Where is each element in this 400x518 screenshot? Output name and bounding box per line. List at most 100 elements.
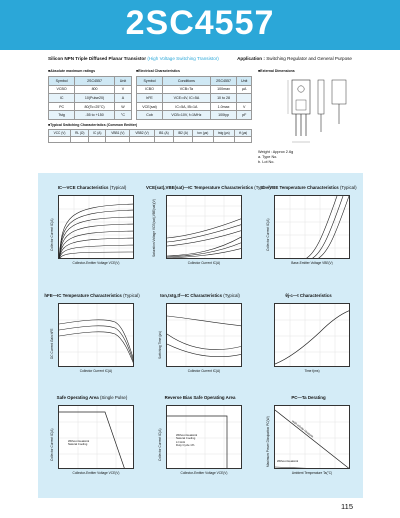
table-cell bbox=[105, 135, 131, 143]
switching-table: VCC (V) RL (Ω) IC (A) VBB1 (V) VBB2 (V) … bbox=[47, 129, 252, 143]
chart-title-main: VCE(sat),VBE(sat)—IC Temperature Charact… bbox=[146, 185, 254, 190]
chart-title: ton,tstg,tf—IC Characteristics (Typical) bbox=[146, 293, 254, 298]
chart-title-typical: (Typical) bbox=[123, 293, 140, 298]
page-number: 115 bbox=[341, 502, 353, 511]
chart-title-main: θj-c—t Characteristics bbox=[285, 293, 332, 298]
safe-operating-area-chart: Safe Operating Area (Single Pulse) Colle… bbox=[38, 389, 146, 498]
ic-vce-curves bbox=[59, 196, 133, 258]
table-cell: VCE(sat) bbox=[135, 101, 164, 112]
chart-title: hFE—IC Temperature Characteristics (Typi… bbox=[38, 293, 146, 298]
theta-jc-chart: θj-c—t Characteristics Time t(ms) bbox=[254, 281, 363, 389]
soa-note: Without Heatsink Natural Cooling bbox=[68, 439, 90, 447]
table-cell: VCBO bbox=[47, 84, 76, 95]
rbsoa-note: Without Heatsink Natural Cooling L=1mH D… bbox=[176, 433, 198, 448]
chart-title-typical: (Typical) bbox=[254, 185, 271, 190]
table-header: 2SC4557 bbox=[209, 76, 238, 86]
hfe-ic-curves bbox=[59, 304, 133, 366]
table-cell bbox=[236, 93, 252, 103]
table-cell bbox=[88, 135, 107, 143]
table-cell: 100typ bbox=[209, 110, 238, 120]
table-cell: 800 bbox=[74, 84, 115, 95]
note-line: Without Heatsink bbox=[176, 433, 198, 437]
ic-vbe-chart: IC—VBE Temperature Characteristics (Typi… bbox=[254, 173, 363, 281]
description-note: (High Voltage Switching Transistor) bbox=[147, 56, 219, 61]
chart-title-main: IC—VCE Characteristics bbox=[57, 185, 109, 190]
chart-title: PC—Ta Derating bbox=[254, 395, 363, 400]
application-line: Application : Switching Regulator and Ge… bbox=[237, 56, 352, 61]
table-cell bbox=[153, 135, 174, 143]
table-cell bbox=[192, 135, 214, 143]
table-row bbox=[47, 135, 252, 143]
switching-title: Typical Switching Characteristics (Commo… bbox=[48, 123, 137, 127]
table-row: IC 10(Pulse20) A bbox=[47, 93, 133, 103]
table-cell bbox=[234, 135, 252, 143]
chart-title-main: PC—Ta Derating bbox=[291, 395, 326, 400]
table-cell: V bbox=[113, 84, 133, 95]
table-cell: 100max bbox=[209, 84, 238, 95]
y-axis-label: DC Current Gain hFE bbox=[50, 328, 54, 359]
table-row: VCE(sat) IC=5A, IB=1A 1.0max V bbox=[135, 101, 252, 112]
table-cell bbox=[212, 135, 236, 143]
chart-title-main: Safe Operating Area bbox=[56, 395, 99, 400]
switching-time-curves bbox=[167, 304, 241, 366]
table-cell: -55 to +150 bbox=[74, 110, 115, 120]
electrical-title: Electrical Characteristics bbox=[136, 69, 180, 73]
table-header: Conditions bbox=[162, 76, 211, 86]
chart-title: IC—VCE Characteristics (Typical) bbox=[38, 185, 146, 190]
table-cell: IC=5A, IB=1A bbox=[162, 101, 211, 112]
table-cell: °C bbox=[113, 110, 133, 120]
table-cell bbox=[70, 135, 90, 143]
table-cell: V bbox=[236, 101, 252, 112]
weight-notes: Weight : Approx 2.6g a. Type No. b. Lot … bbox=[258, 150, 293, 166]
x-axis-label: Collector-Emitter Voltage VCE(V) bbox=[72, 261, 120, 265]
note-line: L=1mH bbox=[176, 439, 186, 444]
table-header: Unit bbox=[113, 76, 133, 86]
table-cell: 1.0max bbox=[209, 101, 238, 112]
table-row: hFE VCE=4V, IC=5A 10 to 28 bbox=[135, 93, 252, 103]
abs-max-table: Symbol 2SC4557 Unit VCBO 800 V IC 10(Pulse20)… bbox=[47, 76, 133, 120]
y-axis-label: Collector Current IC(A) bbox=[158, 428, 162, 461]
table-cell: 10(Pulse20) bbox=[74, 93, 115, 103]
table-cell: VCE=4V, IC=5A bbox=[162, 93, 211, 103]
y-axis-label: Saturation Voltage VCE(sat),VBE(sat)(V) bbox=[152, 199, 156, 257]
x-axis-label: Collector Current IC(A) bbox=[187, 369, 221, 373]
note-line: Without Heatsink bbox=[68, 439, 90, 443]
table-cell bbox=[172, 135, 194, 143]
characteristics-panel: IC—VCE Characteristics (Typical) Collect… bbox=[38, 173, 363, 498]
y-axis-label: Maximum Power Dissipation PC(W) bbox=[266, 416, 270, 467]
table-header: 2SC4557 bbox=[74, 76, 115, 86]
note-line: Natural Cooling bbox=[68, 442, 88, 447]
table-cell: IC bbox=[47, 93, 76, 103]
table-cell: Tstg bbox=[47, 110, 76, 120]
table-cell: W bbox=[113, 101, 133, 112]
application-label: Application : bbox=[237, 56, 265, 61]
package-outline-drawing bbox=[287, 79, 347, 143]
table-row: Symbol Conditions 2SC4557 Unit bbox=[135, 76, 252, 86]
rbsoa-chart: Reverse Bias Safe Operating Area Collect… bbox=[146, 389, 254, 498]
table-row: VCBO 800 V bbox=[47, 84, 133, 95]
plot-area bbox=[274, 195, 350, 259]
electrical-table: Symbol Conditions 2SC4557 Unit ICBO VCB=Ta 10… bbox=[135, 76, 252, 120]
chart-title-main: Reverse Bias Safe Operating Area bbox=[164, 395, 236, 400]
vce-sat-chart: VCE(sat),VBE(sat)—IC Temperature Charact… bbox=[146, 173, 271, 281]
table-row: ICBO VCB=Ta 100max μA bbox=[135, 84, 252, 95]
x-axis-label: Base-Emitter Voltage VBE(V) bbox=[291, 261, 333, 265]
plot-area: With Infinite Heatsink Without Heatsink bbox=[274, 405, 350, 469]
table-cell bbox=[129, 135, 155, 143]
table-cell: pF bbox=[236, 110, 252, 120]
hfe-ic-chart: hFE—IC Temperature Characteristics (Typi… bbox=[38, 281, 146, 389]
chart-title-typical: (Typical) bbox=[223, 293, 240, 298]
chart-title-main: hFE—IC Temperature Characteristics bbox=[44, 293, 122, 298]
plot-area: Without Heatsink Natural Cooling L=1mH D… bbox=[166, 405, 242, 469]
table-cell: 10 to 28 bbox=[209, 93, 238, 103]
x-axis-label: Collector Current IC(A) bbox=[187, 261, 221, 265]
table-cell: PC bbox=[47, 101, 76, 112]
table-cell: hFE bbox=[135, 93, 164, 103]
x-axis-label: Collector-Emitter Voltage VCE(V) bbox=[180, 471, 228, 475]
application-value: Switching Regulator and General Purpose bbox=[266, 56, 352, 61]
plot-area bbox=[274, 303, 350, 367]
ic-vbe-curves bbox=[275, 196, 349, 258]
x-axis-label: Ambient Temperature Ta(°C) bbox=[291, 471, 333, 475]
table-header: Unit bbox=[236, 76, 252, 86]
title-bar bbox=[0, 0, 400, 50]
